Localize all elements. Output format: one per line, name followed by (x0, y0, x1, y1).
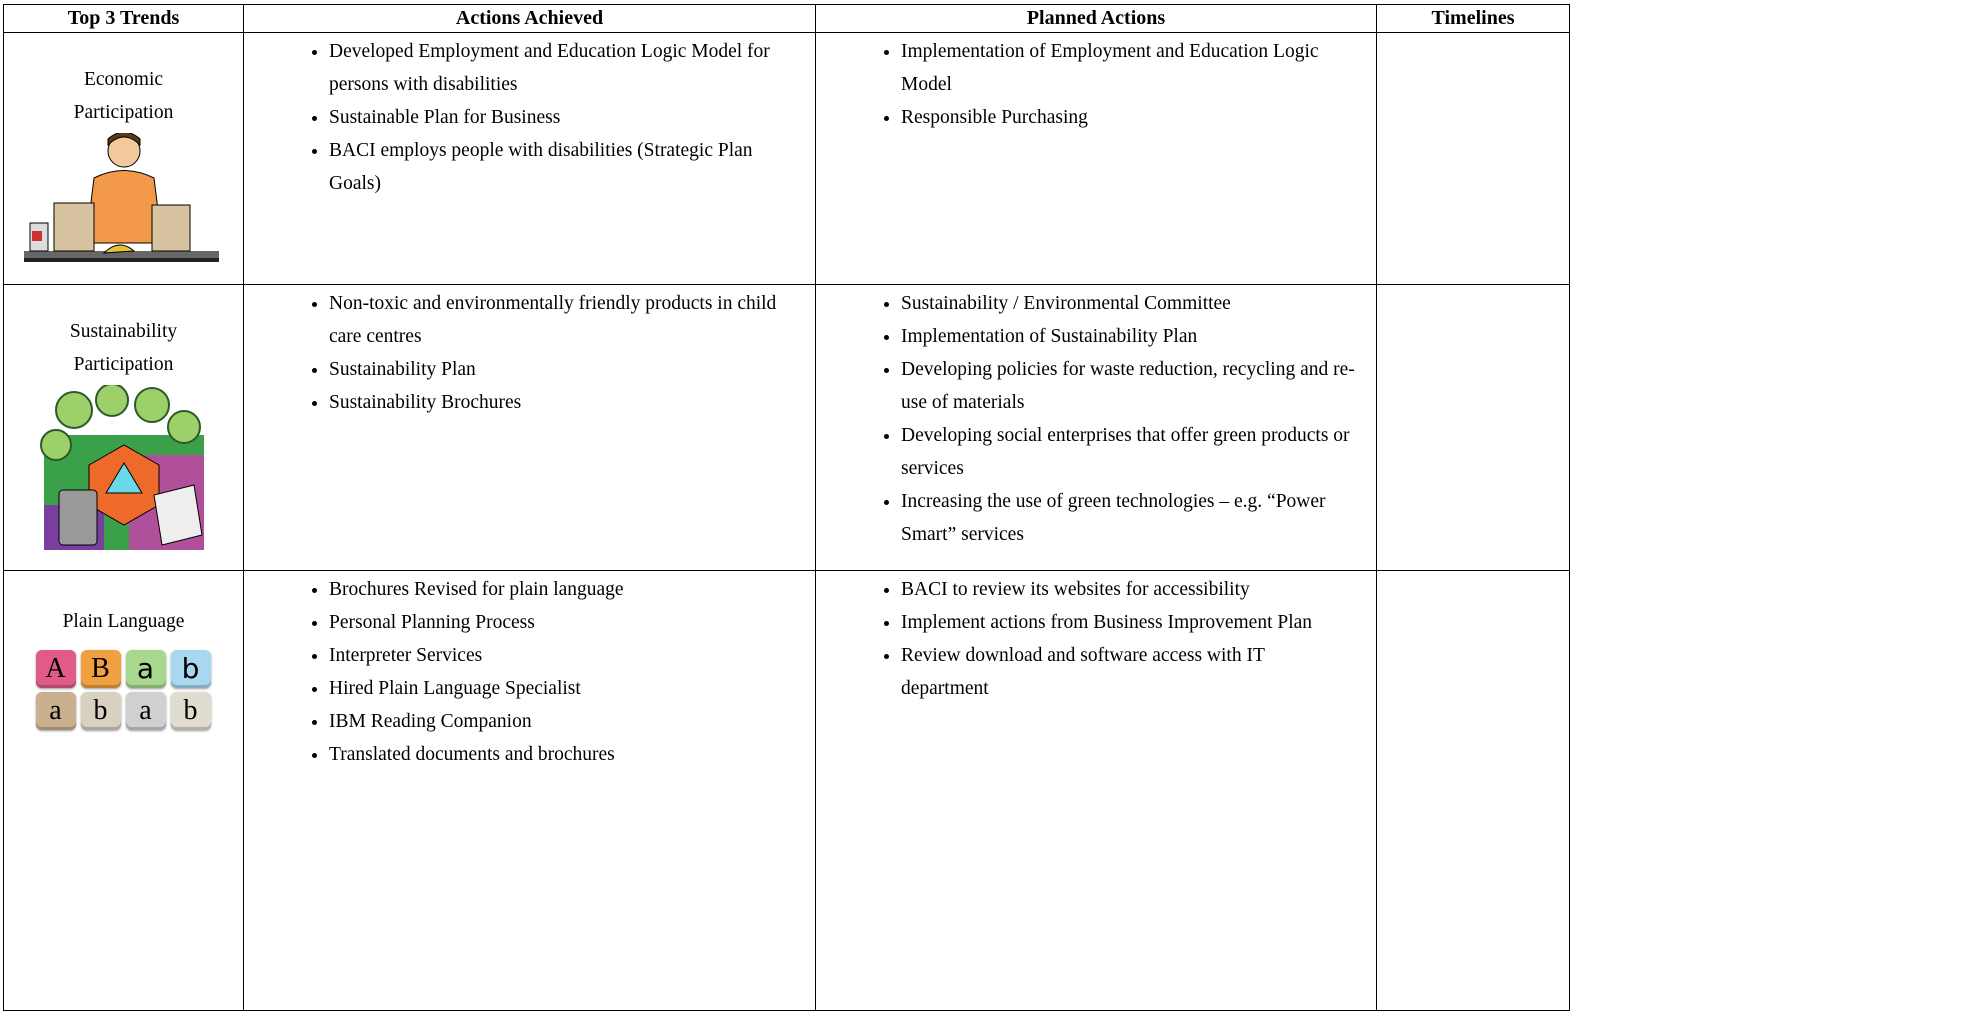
planned-item: Increasing the use of green technologies… (901, 485, 1356, 551)
trend-label: Economic Participation (4, 33, 243, 129)
achieved-list: Brochures Revised for plain languagePers… (244, 573, 815, 771)
timeline-cell (1376, 32, 1570, 285)
planned-item: Implementation of Sustainability Plan (901, 320, 1356, 353)
timeline-cell (1376, 570, 1570, 1011)
letter-block: b (80, 692, 121, 730)
letter-block: a (125, 692, 166, 730)
achieved-item: Developed Employment and Education Logic… (329, 35, 795, 101)
planned-list: BACI to review its websites for accessib… (816, 573, 1376, 705)
letter-block: b (170, 692, 211, 730)
trend-text-line: Plain Language (62, 611, 185, 632)
planned-item: Developing social enterprises that offer… (901, 419, 1356, 485)
achieved-item: Non-toxic and environmentally friendly p… (329, 287, 795, 353)
achieved-list: Non-toxic and environmentally friendly p… (244, 287, 815, 419)
header-cell: Planned Actions (815, 4, 1377, 33)
planned-item: Review download and software access with… (901, 639, 1356, 705)
trends-table: Top 3 Trends Actions Achieved Planned Ac… (3, 4, 1570, 1011)
planned-item: Developing policies for waste reduction,… (901, 353, 1356, 419)
achieved-item: Interpreter Services (329, 639, 795, 672)
trend-text-line: Sustainability (69, 321, 178, 342)
achieved-list: Developed Employment and Education Logic… (244, 35, 815, 200)
achieved-item: Sustainability Plan (329, 353, 795, 386)
trend-label: Plain Language (4, 571, 243, 638)
letter-block: B (80, 650, 121, 688)
planned-item: Implement actions from Business Improvem… (901, 606, 1356, 639)
trend-cell: Economic Participation (3, 32, 244, 285)
timeline-cell (1376, 284, 1570, 571)
planned-cell: BACI to review its websites for accessib… (815, 570, 1377, 1011)
header-cell: Timelines (1376, 4, 1570, 33)
row: Economic Participation Developed Employme… (3, 32, 1570, 285)
recycle-clipart (39, 385, 204, 550)
achieved-item: Hired Plain Language Specialist (329, 672, 795, 705)
planned-item: BACI to review its websites for accessib… (901, 573, 1356, 606)
achieved-item: IBM Reading Companion (329, 705, 795, 738)
achieved-item: Translated documents and brochures (329, 738, 795, 771)
achieved-item: Brochures Revised for plain language (329, 573, 795, 606)
table-body: Economic Participation Developed Employme… (3, 32, 1570, 1011)
achieved-item: BACI employs people with disabilities (S… (329, 134, 795, 200)
trend-text-line: Economic (83, 69, 164, 90)
trend-text-line: Participation (73, 354, 174, 375)
achieved-cell: Non-toxic and environmentally friendly p… (243, 284, 816, 571)
planned-item: Responsible Purchasing (901, 101, 1356, 134)
achieved-cell: Brochures Revised for plain languagePers… (243, 570, 816, 1011)
achieved-item: Sustainable Plan for Business (329, 101, 795, 134)
planned-cell: Implementation of Employment and Educati… (815, 32, 1377, 285)
worker-clipart (23, 133, 219, 262)
achieved-item: Personal Planning Process (329, 606, 795, 639)
planned-list: Sustainability / Environmental Committee… (816, 287, 1376, 551)
trend-cell: Sustainability Participation (3, 284, 244, 571)
trend-text-line: Participation (73, 102, 174, 123)
header-cell: Top 3 Trends (3, 4, 244, 33)
letter-block: b (170, 650, 211, 688)
header-row: Top 3 Trends Actions Achieved Planned Ac… (3, 4, 1570, 33)
trend-label: Sustainability Participation (4, 285, 243, 381)
header-cell: Actions Achieved (243, 4, 816, 33)
planned-cell: Sustainability / Environmental Committee… (815, 284, 1377, 571)
letter-block: a (125, 650, 166, 688)
letter-block: A (35, 650, 76, 688)
planned-list: Implementation of Employment and Educati… (816, 35, 1376, 134)
row: Sustainability Participation Non-toxic an… (3, 284, 1570, 571)
letter-block: a (35, 692, 76, 730)
planned-item: Sustainability / Environmental Committee (901, 287, 1356, 320)
achieved-cell: Developed Employment and Education Logic… (243, 32, 816, 285)
achieved-item: Sustainability Brochures (329, 386, 795, 419)
planned-item: Implementation of Employment and Educati… (901, 35, 1356, 101)
